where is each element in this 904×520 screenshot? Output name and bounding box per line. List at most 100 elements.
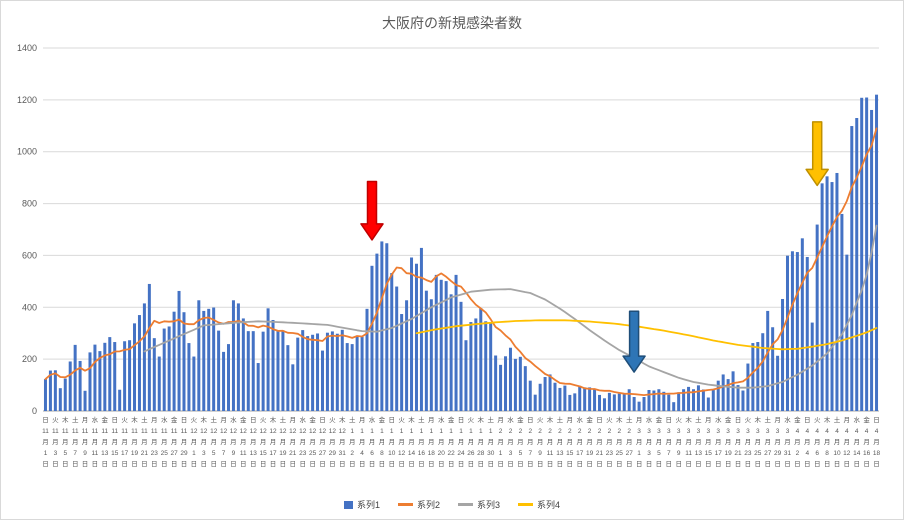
bar	[330, 331, 334, 411]
x-axis-label: 月 11 月 23 日	[151, 416, 159, 468]
bar	[261, 331, 265, 411]
legend-marker-3	[458, 503, 473, 506]
bar	[454, 274, 458, 412]
bar	[434, 274, 438, 412]
bar	[128, 340, 132, 411]
bar	[815, 224, 819, 411]
legend-marker-4	[518, 503, 534, 506]
bar	[508, 347, 512, 411]
bar	[756, 342, 760, 411]
bar	[870, 109, 874, 411]
annotation-yellow-arrow	[805, 121, 829, 187]
x-axis-label: 土 4 月 10 日	[833, 415, 841, 468]
bar	[58, 388, 62, 411]
x-axis-label: 火 11 月 3 日	[52, 417, 59, 468]
x-axis-label: 月 11 月 9 日	[82, 416, 89, 468]
bar	[553, 382, 557, 411]
bar	[785, 255, 789, 411]
bar	[113, 342, 117, 411]
bar	[860, 97, 864, 411]
bar	[657, 389, 661, 411]
bar	[518, 356, 522, 411]
bar	[583, 387, 587, 411]
bar	[98, 351, 102, 411]
x-axis-label: 金 11 月 27 日	[170, 415, 178, 468]
x-axis-label: 月 3 月 15 日	[705, 416, 713, 468]
bar	[766, 310, 770, 411]
bar	[231, 300, 235, 411]
bar	[410, 257, 414, 411]
legend-label: 系列2	[416, 500, 440, 510]
bar	[108, 337, 112, 411]
x-axis-label: 土 12 月 5 日	[210, 415, 218, 468]
bar	[83, 390, 87, 411]
bar	[118, 389, 122, 411]
x-axis-label: 金 3 月 19 日	[724, 415, 732, 468]
bar	[167, 326, 171, 411]
bar	[296, 337, 300, 411]
series-line-4	[415, 319, 878, 351]
x-axis-label: 火 3 月 23 日	[744, 417, 752, 468]
x-axis-label: 水 1 月 20 日	[438, 415, 446, 468]
legend-item-2: 系列2	[397, 498, 440, 511]
bar	[142, 303, 146, 411]
x-axis-label: 木 2 月 25 日	[616, 415, 624, 468]
x-axis-label: 日 4 月 18 日	[873, 416, 881, 468]
x-axis-label: 火 12 月 29 日	[329, 417, 337, 468]
bar	[385, 243, 389, 411]
bar	[306, 336, 310, 411]
legend-item-1: 系列1	[343, 498, 380, 511]
bar	[152, 338, 156, 411]
x-axis-label: 金 4 月 16 日	[863, 415, 871, 468]
x-axis-label: 日 1 月 24 日	[457, 416, 465, 468]
bar	[390, 273, 394, 411]
bar	[751, 343, 755, 411]
y-axis-label: 1000	[17, 147, 37, 157]
x-axis-label: 火 12 月 15 日	[259, 417, 267, 468]
bar	[835, 172, 839, 411]
bar	[424, 290, 428, 411]
bar	[172, 311, 176, 411]
x-axis-label: 水 3 月 17 日	[715, 415, 723, 468]
bar	[444, 281, 448, 411]
bar	[187, 343, 191, 411]
x-axis-label: 土 2 月 27 日	[626, 415, 634, 468]
bar	[78, 360, 82, 411]
x-axis-label: 木 12 月 31 日	[339, 415, 347, 468]
y-axis-label: 1400	[17, 43, 37, 53]
bar	[558, 387, 562, 411]
bar	[217, 330, 221, 411]
bar	[578, 385, 582, 411]
bar	[840, 213, 844, 411]
bar	[246, 331, 250, 411]
x-axis-label: 土 12 月 19 日	[279, 415, 287, 468]
bar	[474, 318, 478, 411]
bar	[414, 263, 418, 411]
bar	[692, 389, 695, 411]
x-axis-label: 火 2 月 23 日	[606, 417, 614, 468]
bar	[207, 308, 211, 411]
x-axis-label: 月 12 月 21 日	[289, 416, 297, 468]
bar	[820, 183, 824, 411]
annotation-blue-arrow	[622, 310, 646, 373]
bar	[795, 252, 799, 411]
bar	[162, 328, 166, 411]
legend-label: 系列1	[356, 500, 380, 510]
bar	[202, 310, 206, 411]
legend-label: 系列4	[537, 500, 561, 510]
bar	[711, 388, 715, 411]
x-axis-label: 水 11 月 11 日	[92, 415, 99, 468]
bar	[88, 352, 92, 411]
y-axis-label: 600	[22, 250, 37, 260]
bar	[667, 394, 671, 411]
bar	[647, 390, 651, 411]
y-axis-label: 200	[22, 354, 37, 364]
